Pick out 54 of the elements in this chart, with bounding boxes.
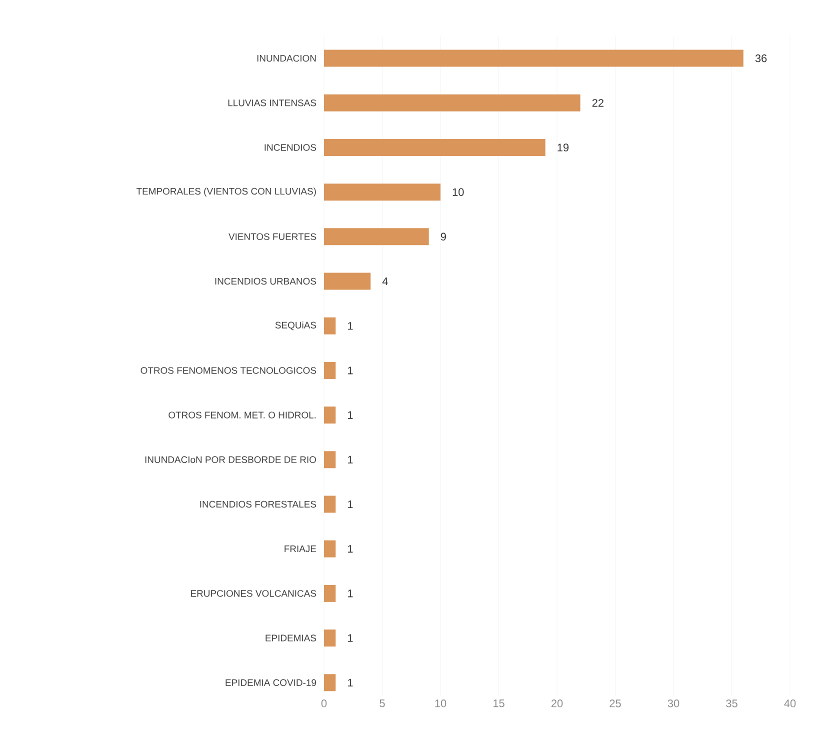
y-tick-label: LLUVIAS INTENSAS xyxy=(228,100,316,106)
data-label: 19 xyxy=(558,144,569,152)
x-tick-label: 20 xyxy=(551,700,563,708)
y-tick-label: INUNDACIoN POR DESBORDE DE RIO xyxy=(145,456,316,464)
x-tick-label: 25 xyxy=(610,700,621,708)
data-label: 22 xyxy=(592,99,604,107)
bar xyxy=(324,272,371,290)
x-tick-label: 15 xyxy=(493,700,504,708)
bar xyxy=(324,584,336,602)
data-label: 1 xyxy=(348,590,353,598)
y-tick-label: EPIDEMIAS xyxy=(266,634,316,642)
x-tick-label: 35 xyxy=(726,700,738,708)
bar xyxy=(324,228,429,246)
bar xyxy=(324,184,441,201)
x-tick-label: 30 xyxy=(668,700,680,708)
bar xyxy=(324,630,336,647)
bar xyxy=(324,317,336,334)
data-label: 1 xyxy=(348,500,353,508)
y-tick-label: INCENDIOS FORESTALES xyxy=(200,500,316,508)
data-label: 4 xyxy=(382,278,388,286)
data-label: 1 xyxy=(348,456,353,464)
y-tick-label: INCENDIOS URBANOS xyxy=(215,278,316,285)
y-tick-label: ERUPCIONES VOLCANICAS xyxy=(191,590,316,597)
bar xyxy=(324,451,336,468)
y-tick-label: OTROS FENOM. MET. O HIDROL. xyxy=(168,412,316,418)
bar xyxy=(324,540,336,558)
y-tick-label: FRIAJE xyxy=(284,546,316,552)
y-tick-label: OTROS FENOMENOS TECNOLOGICOS xyxy=(140,367,316,374)
y-tick-label: SEQUiAS xyxy=(275,322,316,330)
data-label: 1 xyxy=(348,411,353,419)
bar xyxy=(324,362,336,379)
data-label: 9 xyxy=(440,232,446,241)
bar xyxy=(324,50,744,67)
bar xyxy=(324,406,336,424)
bar xyxy=(324,94,580,112)
data-label: 1 xyxy=(348,366,353,374)
bar xyxy=(324,138,546,156)
y-tick-label: TEMPORALES (VIENTOS CON LLUVIAS) xyxy=(136,188,316,196)
bar xyxy=(324,496,336,513)
data-label: 10 xyxy=(452,188,464,196)
x-tick-label: 5 xyxy=(380,700,385,708)
x-tick-label: 40 xyxy=(784,700,796,708)
bar xyxy=(324,674,336,692)
data-label: 1 xyxy=(348,545,353,553)
x-tick-label: 0 xyxy=(321,700,327,708)
y-tick-label: INUNDACION xyxy=(257,54,316,62)
data-label: 1 xyxy=(348,634,353,642)
y-tick-label: VIENTOS FUERTES xyxy=(228,233,316,240)
y-tick-label: EPIDEMIA COVID-19 xyxy=(226,679,316,686)
y-tick-label: INCENDIOS xyxy=(264,144,316,151)
data-label: 36 xyxy=(755,54,767,62)
x-tick-label: 10 xyxy=(435,700,446,708)
data-label: 1 xyxy=(348,322,353,330)
data-label: 1 xyxy=(348,678,353,686)
